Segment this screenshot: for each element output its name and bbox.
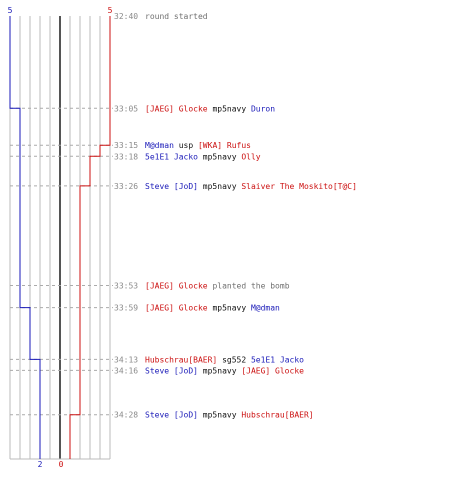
event-part-blue: Steve [JoD] [145,182,198,191]
event-time: 33:15 [114,141,138,150]
event-text: [JAEG] Glocke planted the bomb [145,281,290,290]
event-text: Steve [JoD] mp5navy Slaiver The Moskito[… [145,182,357,191]
event-row: 32:40 round started [114,12,208,21]
event-row: 33:15 M@dman usp [WKA] Rufus [114,141,251,150]
blue-team-start-count: 5 [8,6,13,15]
event-time: 33:26 [114,182,138,191]
event-part-blue: 5e1E1 Jacko [145,152,198,161]
event-text: Hubschrau[BAER] sg552 5e1E1 Jacko [145,355,304,364]
event-time: 34:28 [114,411,138,420]
red-team-start-count: 5 [108,6,113,15]
event-part-blue: Steve [JoD] [145,411,198,420]
event-part-black: mp5navy [198,411,237,420]
event-part-black: usp [174,141,193,150]
player-grid [9,16,111,460]
event-part-blue: Duron [246,104,275,113]
event-part-blue: 5e1E1 Jacko [246,355,304,364]
event-row: 33:26 Steve [JoD] mp5navy Slaiver The Mos… [114,182,357,191]
event-row: 33:18 5e1E1 Jacko mp5navy Olly [114,152,261,161]
event-row: 34:28 Steve [JoD] mp5navy Hubschrau[BAER] [114,411,314,420]
event-time: 33:53 [114,281,138,290]
event-time: 32:40 [114,12,138,21]
event-row: 34:16 Steve [JoD] mp5navy [JAEG] Glocke [114,366,304,375]
event-part-black: sg552 [217,355,246,364]
event-list: 32:40 round started 33:05 [JAEG] Glocke mp5… [114,12,357,420]
event-part-blue: M@dman [145,141,174,150]
event-part-black: mp5navy [198,152,237,161]
event-part-red: [WKA] Rufus [193,141,251,150]
event-part-red: Hubschrau[BAER] [237,411,314,420]
event-row: 33:05 [JAEG] Glocke mp5navy Duron [114,104,275,113]
event-part-black: mp5navy [198,366,237,375]
event-part-gray: planted the bomb [208,281,290,290]
event-part-black: mp5navy [208,304,247,313]
red-team-alive-line [69,16,111,459]
event-part-blue: M@dman [246,304,280,313]
event-part-gray: round started [145,12,208,21]
event-text: [JAEG] Glocke mp5navy Duron [145,104,275,113]
event-guide-lines [10,107,113,416]
event-part-red: Olly [237,152,261,161]
event-time: 33:18 [114,152,138,161]
event-text: M@dman usp [WKA] Rufus [145,141,251,150]
event-part-red: Slaiver The Moskito[T@C] [237,182,357,191]
event-part-black: mp5navy [208,104,247,113]
event-time: 33:05 [114,104,138,113]
event-part-red: [JAEG] Glocke [145,304,208,313]
event-text: 5e1E1 Jacko mp5navy Olly [145,152,261,161]
event-part-blue: Steve [JoD] [145,366,198,375]
event-part-red: [JAEG] Glocke [145,104,208,113]
event-time: 34:13 [114,355,138,364]
event-part-red: [JAEG] Glocke [145,281,208,290]
blue-team-end-count: 2 [38,460,43,469]
event-text: Steve [JoD] mp5navy [JAEG] Glocke [145,366,304,375]
event-time: 33:59 [114,304,138,313]
event-part-red: Hubschrau[BAER] [145,355,217,364]
event-text: round started [145,12,208,21]
event-part-red: [JAEG] Glocke [237,366,305,375]
event-row: 34:13 Hubschrau[BAER] sg552 5e1E1 Jacko [114,355,304,364]
event-text: [JAEG] Glocke mp5navy M@dman [145,304,280,313]
event-part-black: mp5navy [198,182,237,191]
event-text: Steve [JoD] mp5navy Hubschrau[BAER] [145,411,314,420]
event-time: 34:16 [114,366,138,375]
red-team-end-count: 0 [59,460,64,469]
event-row: 33:59 [JAEG] Glocke mp5navy M@dman [114,304,280,313]
blue-team-alive-line [9,16,41,459]
event-row: 33:53 [JAEG] Glocke planted the bomb [114,281,290,290]
